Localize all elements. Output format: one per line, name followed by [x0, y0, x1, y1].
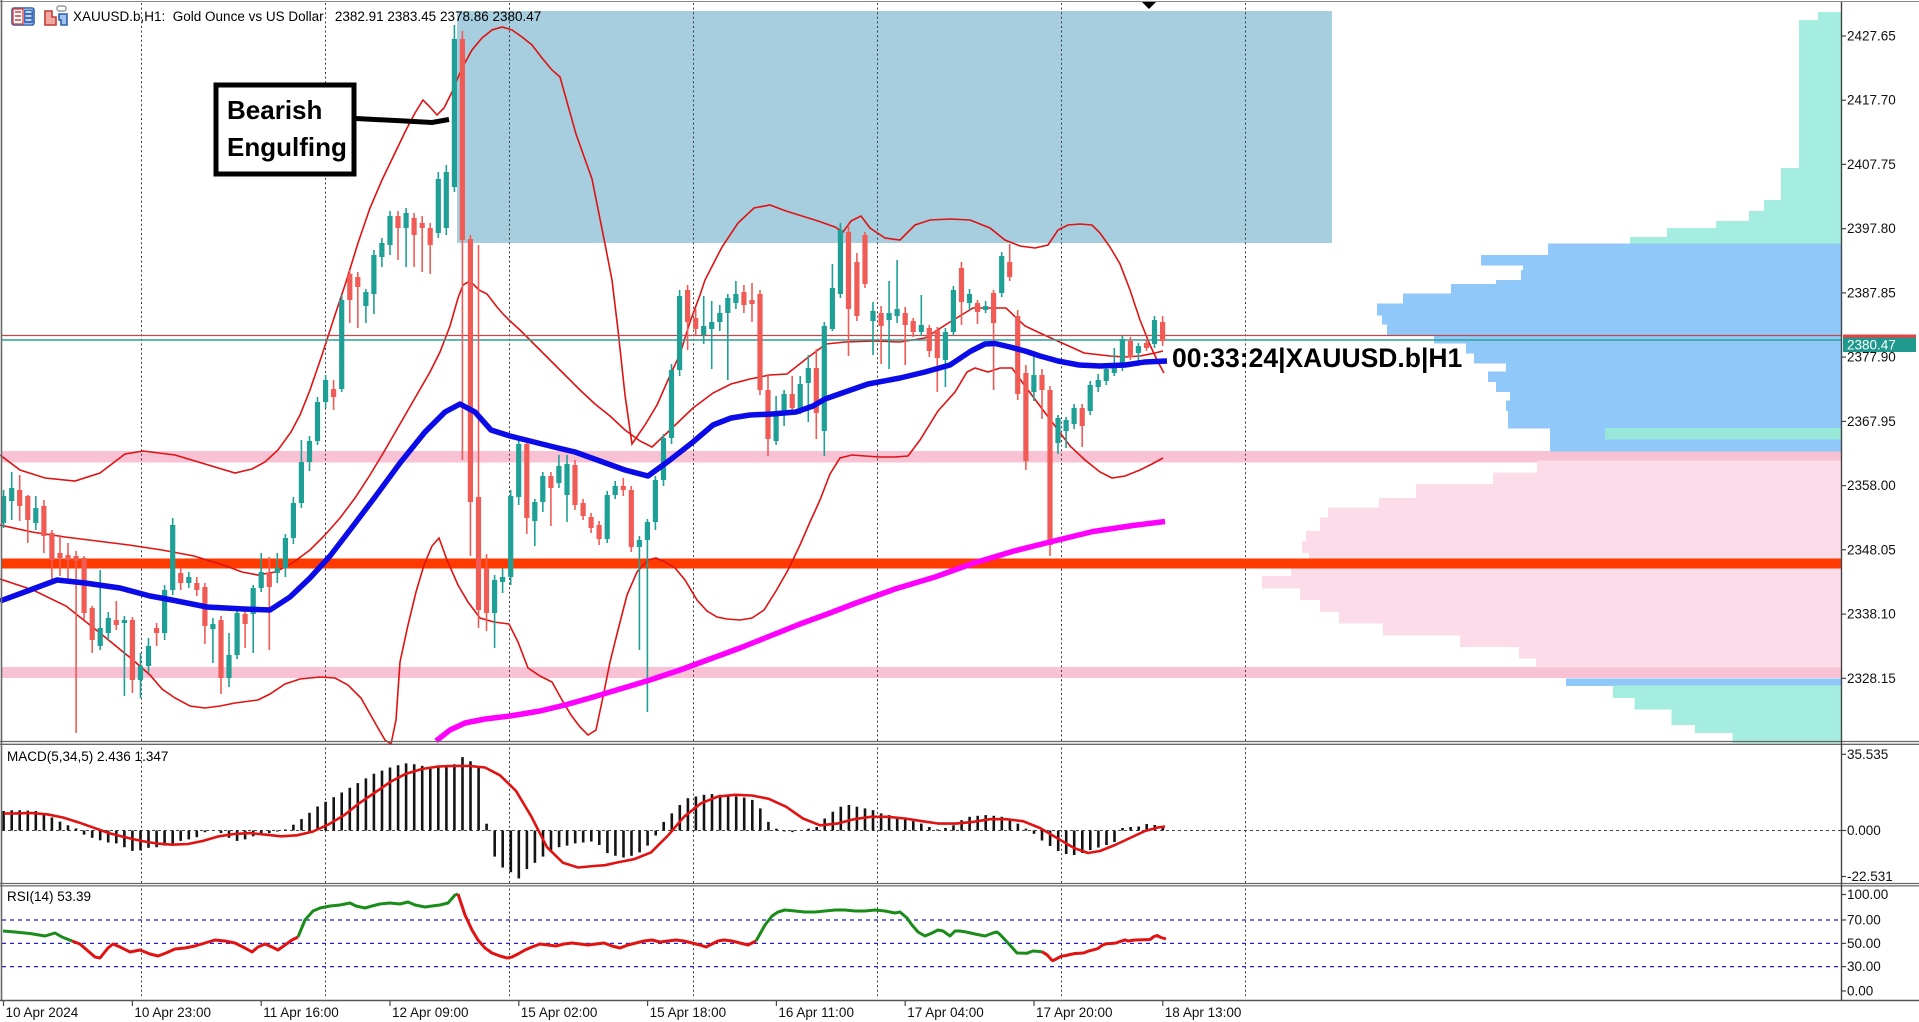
- svg-text:12 Apr 09:00: 12 Apr 09:00: [392, 1005, 469, 1020]
- svg-text:100.00: 100.00: [1847, 887, 1888, 902]
- svg-text:16 Apr 11:00: 16 Apr 11:00: [778, 1005, 854, 1020]
- svg-text:Engulfing: Engulfing: [227, 132, 347, 162]
- svg-text:-22.531: -22.531: [1847, 869, 1893, 884]
- svg-text:Bearish: Bearish: [227, 95, 322, 125]
- svg-text:2427.65: 2427.65: [1847, 29, 1896, 44]
- svg-text:RSI(14) 53.39: RSI(14) 53.39: [7, 889, 91, 904]
- svg-text:2417.70: 2417.70: [1847, 93, 1896, 108]
- svg-text:17 Apr 20:00: 17 Apr 20:00: [1036, 1005, 1113, 1020]
- svg-text:2397.80: 2397.80: [1847, 221, 1896, 236]
- svg-text:18 Apr 13:00: 18 Apr 13:00: [1165, 1005, 1242, 1020]
- svg-text:35.535: 35.535: [1847, 747, 1888, 762]
- svg-text:2328.15: 2328.15: [1847, 671, 1896, 686]
- svg-text:70.00: 70.00: [1847, 913, 1881, 928]
- svg-text:2377.90: 2377.90: [1847, 350, 1896, 365]
- svg-text:2380.47: 2380.47: [1847, 338, 1896, 353]
- svg-text:0.00: 0.00: [1847, 984, 1873, 999]
- svg-text:17 Apr 04:00: 17 Apr 04:00: [907, 1005, 984, 1020]
- svg-text:10 Apr 2024: 10 Apr 2024: [6, 1005, 79, 1020]
- svg-text:50.00: 50.00: [1847, 936, 1881, 951]
- svg-text:2348.05: 2348.05: [1847, 542, 1896, 557]
- svg-text:XAUUSD.b,H1: Gold Ounce vs US: XAUUSD.b,H1: Gold Ounce vs US Dollar 238…: [73, 9, 541, 24]
- svg-text:2407.75: 2407.75: [1847, 157, 1896, 172]
- svg-text:0.000: 0.000: [1847, 823, 1881, 838]
- svg-text:2338.10: 2338.10: [1847, 607, 1896, 622]
- svg-text:15 Apr 02:00: 15 Apr 02:00: [521, 1005, 598, 1020]
- svg-text:2358.00: 2358.00: [1847, 478, 1896, 493]
- svg-text:11 Apr 16:00: 11 Apr 16:00: [263, 1005, 339, 1020]
- svg-text:MACD(5,34,5) 2.436 1.347: MACD(5,34,5) 2.436 1.347: [7, 749, 168, 764]
- svg-text:2387.85: 2387.85: [1847, 285, 1896, 300]
- svg-text:15 Apr 18:00: 15 Apr 18:00: [650, 1005, 727, 1020]
- svg-text:00:33:24|XAUUSD.b|H1: 00:33:24|XAUUSD.b|H1: [1172, 343, 1462, 373]
- svg-text:10 Apr 23:00: 10 Apr 23:00: [134, 1005, 211, 1020]
- svg-text:2367.95: 2367.95: [1847, 414, 1896, 429]
- svg-text:30.00: 30.00: [1847, 959, 1881, 974]
